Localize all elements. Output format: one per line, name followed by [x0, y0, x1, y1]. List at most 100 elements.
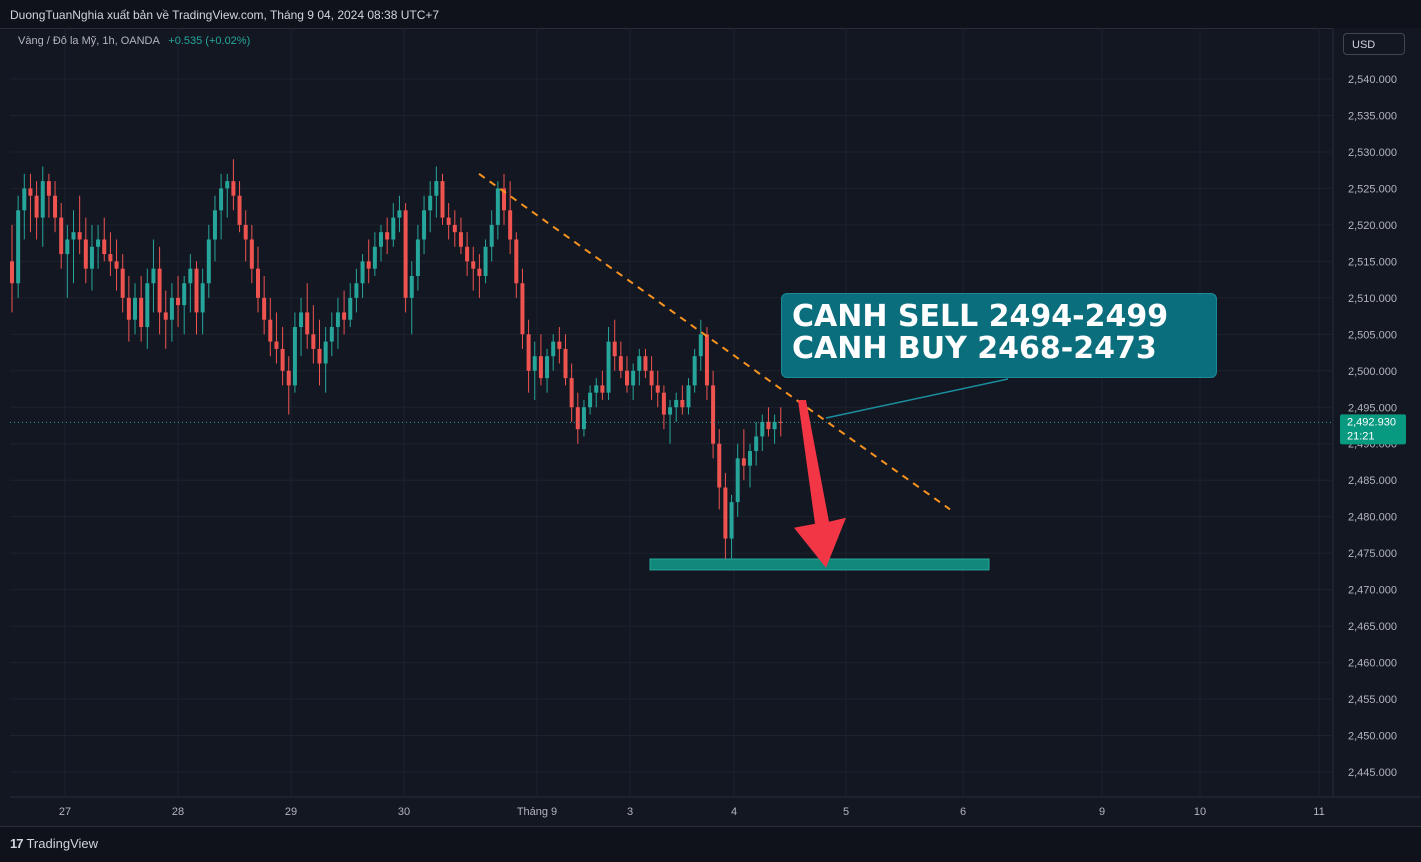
candle-body — [631, 370, 636, 386]
candle-body — [508, 210, 513, 240]
candle-body — [206, 239, 211, 284]
currency-button[interactable]: USD — [1343, 33, 1405, 55]
candle-body — [397, 210, 402, 218]
candle-body — [28, 188, 33, 196]
y-tick-label: 2,540.000 — [1348, 74, 1397, 86]
last-price-tag-bg — [1340, 414, 1406, 445]
candle-body — [741, 458, 746, 466]
candle-body — [182, 283, 187, 306]
candle-body — [538, 356, 543, 379]
callout-line-buy: CANH BUY 2468-2473 — [792, 331, 1157, 366]
down-arrow-icon — [794, 399, 846, 568]
candle-body — [415, 239, 420, 276]
symbol-label: Vàng / Đô la Mỹ, 1h, OANDA — [18, 35, 160, 47]
candle-body — [34, 195, 39, 218]
candle-body — [133, 297, 137, 320]
candle-body — [477, 268, 482, 276]
candle-body — [526, 334, 531, 371]
candle-body — [778, 421, 783, 423]
candle-body — [465, 246, 470, 262]
candle-body — [754, 436, 759, 452]
candle-body — [692, 356, 697, 386]
candle-body — [686, 385, 691, 408]
y-tick-label: 2,505.000 — [1348, 329, 1397, 341]
candle-body — [157, 268, 162, 313]
x-tick-label: 27 — [59, 806, 71, 818]
candle-body — [77, 232, 82, 240]
candle-body — [446, 217, 451, 225]
callout-connector — [825, 378, 1009, 419]
candle-body — [575, 407, 580, 430]
candle-body — [711, 385, 716, 444]
candle-body — [655, 385, 660, 393]
callout-line-sell: CANH SELL 2494-2499 — [792, 299, 1169, 334]
candle-body — [452, 224, 457, 233]
candle-body — [458, 232, 463, 247]
candle-body — [704, 334, 709, 386]
candle-body — [163, 312, 168, 320]
last-price-tag: 2,492.930 21:21 — [1340, 414, 1406, 445]
candle-body — [557, 341, 562, 349]
candle-body — [729, 502, 734, 539]
candle-body — [385, 232, 390, 240]
candle-body — [176, 297, 181, 306]
candle-body — [581, 407, 586, 430]
y-tick-label: 2,465.000 — [1348, 621, 1397, 633]
candle-body — [723, 487, 728, 539]
trend-line — [478, 173, 951, 511]
candle-body — [237, 195, 242, 225]
candle-body — [274, 341, 279, 349]
candle-body — [489, 224, 494, 247]
candle-body — [772, 421, 777, 430]
candle-body — [422, 210, 427, 240]
candle-body — [243, 224, 248, 240]
x-tick-label: 10 — [1194, 806, 1206, 818]
y-tick-label: 2,470.000 — [1348, 585, 1397, 597]
candle-body — [649, 370, 654, 386]
candle-body — [428, 195, 433, 211]
candle-body — [335, 312, 340, 328]
candle-body — [151, 268, 156, 284]
candle-body — [766, 421, 771, 430]
candle-body — [329, 327, 334, 342]
candle-body — [471, 261, 476, 269]
candle-body — [698, 334, 703, 357]
candle-body — [434, 181, 439, 196]
candle-body — [674, 399, 679, 408]
candle-body — [502, 188, 506, 211]
symbol-legend: Vàng / Đô la Mỹ, 1h, OANDA +0.535 (+0.02… — [18, 35, 250, 47]
x-tick-label: 11 — [1313, 806, 1324, 818]
candle-body — [16, 210, 21, 284]
x-tick-label: 30 — [398, 806, 410, 818]
candle-body — [46, 181, 51, 196]
y-tick-label: 2,475.000 — [1348, 548, 1397, 560]
candle-body — [231, 181, 236, 196]
candle-body — [748, 451, 752, 466]
y-tick-label: 2,525.000 — [1348, 183, 1397, 195]
candle-body — [372, 246, 377, 269]
y-tick-label: 2,485.000 — [1348, 475, 1397, 487]
candle-body — [348, 297, 353, 320]
candle-body — [120, 268, 125, 298]
candle-body — [194, 268, 199, 313]
x-tick-label: 5 — [843, 806, 849, 818]
x-tick-label: Tháng 9 — [517, 806, 557, 818]
candle-body — [342, 312, 347, 320]
trade-callout[interactable]: CANH SELL 2494-2499 CANH BUY 2468-2473 — [781, 293, 1217, 378]
candle-body — [403, 210, 408, 298]
candle-body — [551, 341, 556, 357]
candle-body — [102, 239, 107, 255]
candle-body — [612, 341, 617, 357]
bottom-bar: 17 TradingView — [0, 826, 1421, 862]
candle-body — [668, 407, 673, 415]
y-tick-label: 2,460.000 — [1348, 658, 1397, 670]
candle-body — [661, 392, 666, 415]
candle-body — [588, 392, 593, 408]
candle-body — [440, 181, 445, 218]
brand-name: TradingView — [26, 836, 99, 851]
candle-body — [212, 210, 217, 240]
candle-body — [311, 334, 316, 349]
tradingview-brand[interactable]: 17 TradingView — [10, 836, 98, 851]
candle-body — [262, 297, 267, 320]
